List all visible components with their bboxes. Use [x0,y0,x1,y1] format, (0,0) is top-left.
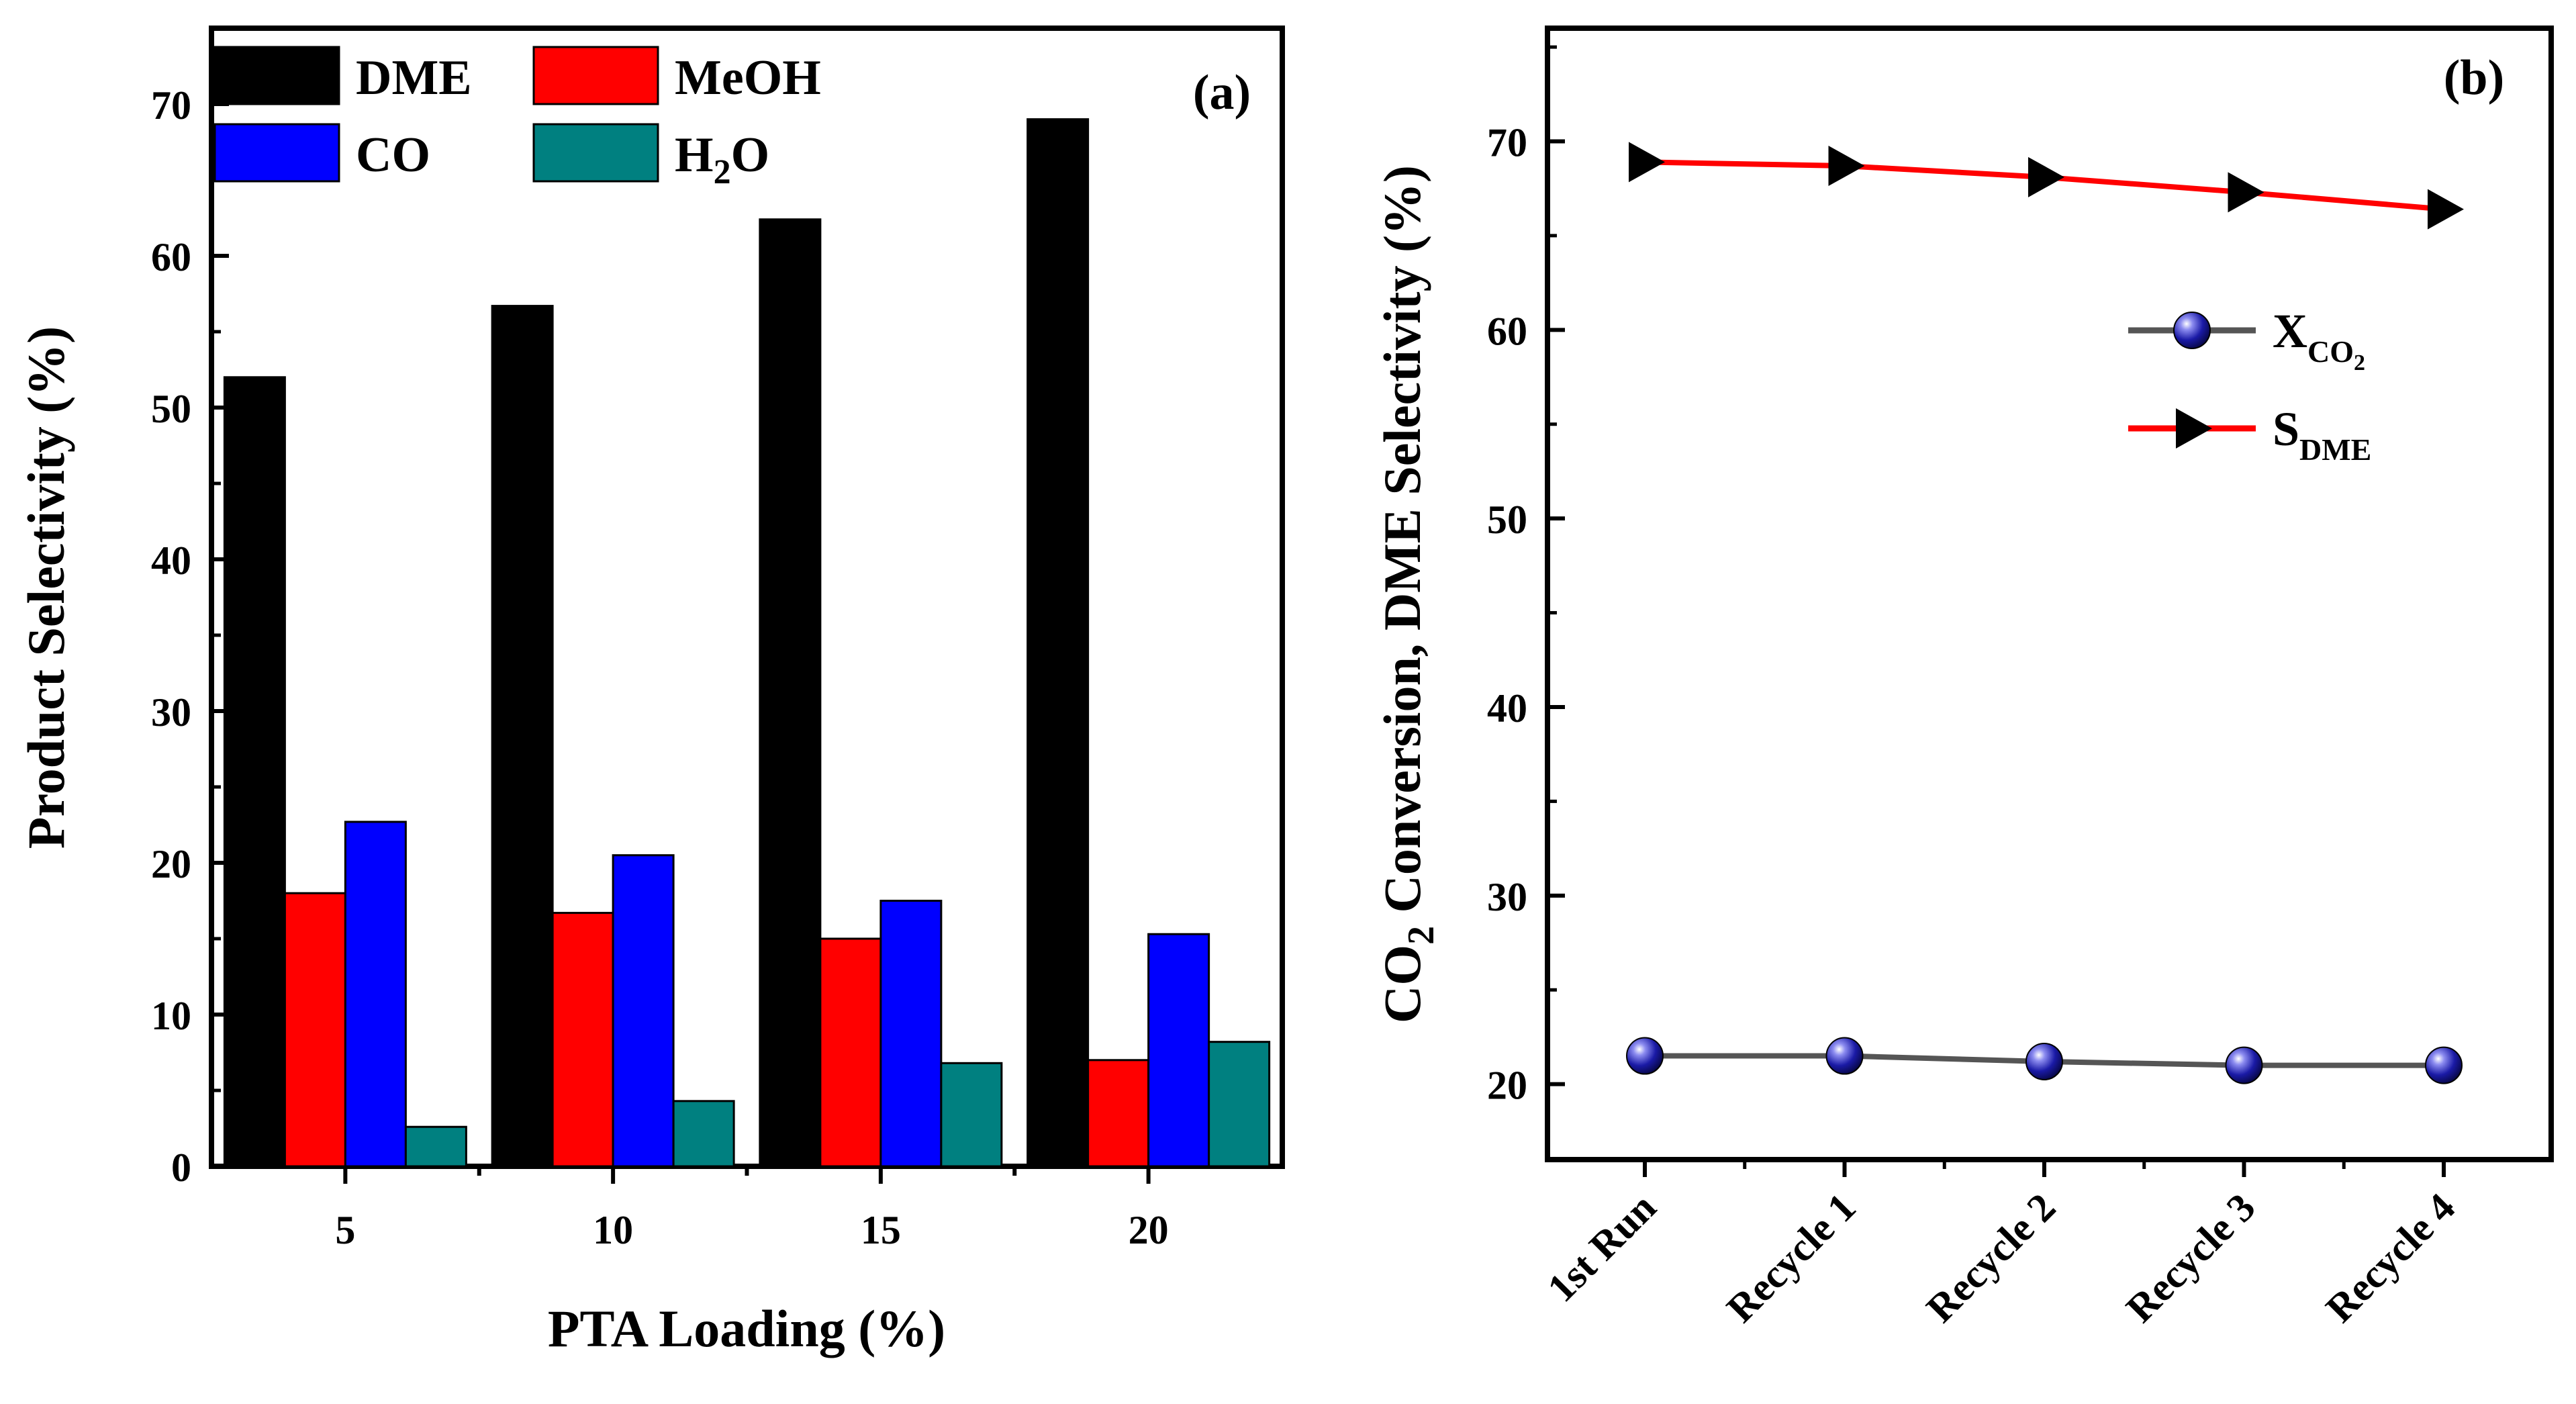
series-group-b [1626,142,2464,1084]
legend-swatch [213,46,340,105]
y-tick-label-a: 20 [151,842,191,886]
marker-x_co2 [1626,1037,1664,1075]
marker-s_dme [2228,172,2264,213]
panel-label-a: (a) [1193,65,1251,120]
y-axis-b: 20 30 40 50 60 70 [1487,45,1565,1108]
bar-dme-5 [223,376,286,1168]
x-tick-label-b: Recycle 3 [2117,1185,2263,1331]
y-axis-title-b-subscript: 2 [1400,926,1442,945]
legend-b: XCO2 SDME [2128,304,2371,467]
marker-s_dme [2428,189,2464,230]
y-tick-label-a: 0 [171,1145,191,1190]
marker-s_dme [2028,156,2064,197]
x-axis-title-a: PTA Loading (%) [548,1299,945,1358]
legend-label: CO [356,128,430,183]
y-tick-label-a: 60 [151,235,191,279]
y-tick-label-b: 20 [1487,1064,1527,1108]
line-chart-panel-b: 20 30 40 50 60 70 1st Run Recycle 1 Recycle 2 Re… [1373,26,2554,1331]
bar-meoh-10 [551,912,614,1168]
bar-group-a [223,118,1271,1168]
x-axis-a: 5 10 15 20 [335,1166,1169,1252]
bar-h2o-20 [1208,1041,1271,1168]
bar-h2o-10 [672,1100,735,1168]
legend-item-dme: DME [213,46,472,105]
y-axis-title-b: CO2 Conversion, DME Selectivity (%) [1373,165,1442,1023]
legend-label: MeOH [675,50,821,105]
bar-dme-15 [759,218,822,1168]
y-tick-label-a: 70 [151,83,191,128]
y-tick-label-a: 50 [151,387,191,431]
y-axis-title-b-main: CO [1373,945,1431,1023]
bar-dme-10 [491,305,554,1168]
legend-swatch [213,123,340,183]
legend-a: DME MeOH CO H2O [213,46,821,191]
legend-label: XCO2 [2273,304,2365,375]
y-axis-a: 0 10 20 30 40 50 60 70 [151,83,229,1190]
legend-marker [2176,408,2212,449]
y-tick-label-b: 30 [1487,875,1527,919]
legend-label: SDME [2273,402,2371,467]
x-tick-label-b: 1st Run [1539,1185,1664,1311]
bar-h2o-5 [404,1125,467,1168]
x-tick-label-b: Recycle 1 [1718,1185,1864,1331]
y-tick-label-b: 60 [1487,309,1527,353]
bar-h2o-15 [940,1062,1003,1168]
y-tick-label-b: 70 [1487,121,1527,165]
bar-co-10 [612,854,675,1168]
bar-dme-20 [1027,118,1090,1168]
bar-meoh-20 [1087,1059,1150,1168]
bar-chart-panel-a: 0 10 20 30 40 50 60 70 5 10 15 20 DME MeOH CO H2O (a)… [17,26,1285,1358]
legend-label: H2O [675,128,769,191]
bar-co-5 [344,821,407,1168]
y-axis-title-b-rest: Conversion, DME Selectivity (%) [1373,165,1431,926]
marker-s_dme [1828,146,1865,187]
x-tick-label-b: Recycle 2 [1918,1185,2064,1331]
bar-meoh-15 [819,937,882,1168]
legend-swatch [532,123,659,183]
bar-meoh-5 [283,892,346,1168]
x-tick-label-a: 15 [861,1208,901,1252]
legend-marker [2173,312,2211,349]
legend-swatch [532,46,659,105]
marker-x_co2 [2225,1046,2263,1084]
bar-co-15 [879,900,943,1168]
legend-item-co: CO [213,123,430,183]
y-tick-label-a: 30 [151,690,191,735]
x-tick-label-b: Recycle 4 [2318,1185,2463,1331]
panel-label-b: (b) [2444,50,2504,105]
y-tick-label-a: 10 [151,994,191,1038]
x-axis-b: 1st Run Recycle 1 Recycle 2 Recycle 3 Recycl… [1539,1160,2463,1331]
y-tick-label-b: 40 [1487,686,1527,731]
plot-frame-b [1545,26,2554,1162]
marker-x_co2 [2025,1042,2063,1080]
legend-item-h2o: H2O [532,123,769,191]
y-axis-title-a: Product Selectivity (%) [17,326,75,849]
marker-s_dme [1629,142,1665,183]
legend-item-x_co2: XCO2 [2128,304,2365,375]
y-tick-label-b: 50 [1487,498,1527,542]
legend-label: DME [356,50,472,105]
legend-item-s_dme: SDME [2128,402,2371,467]
x-tick-label-a: 5 [335,1208,355,1252]
marker-x_co2 [1825,1037,1864,1075]
x-tick-label-a: 10 [593,1208,633,1252]
marker-x_co2 [2425,1046,2463,1084]
legend-item-meoh: MeOH [532,46,821,105]
y-tick-label-a: 40 [151,539,191,583]
x-tick-label-a: 20 [1129,1208,1169,1252]
bar-co-20 [1147,933,1210,1168]
